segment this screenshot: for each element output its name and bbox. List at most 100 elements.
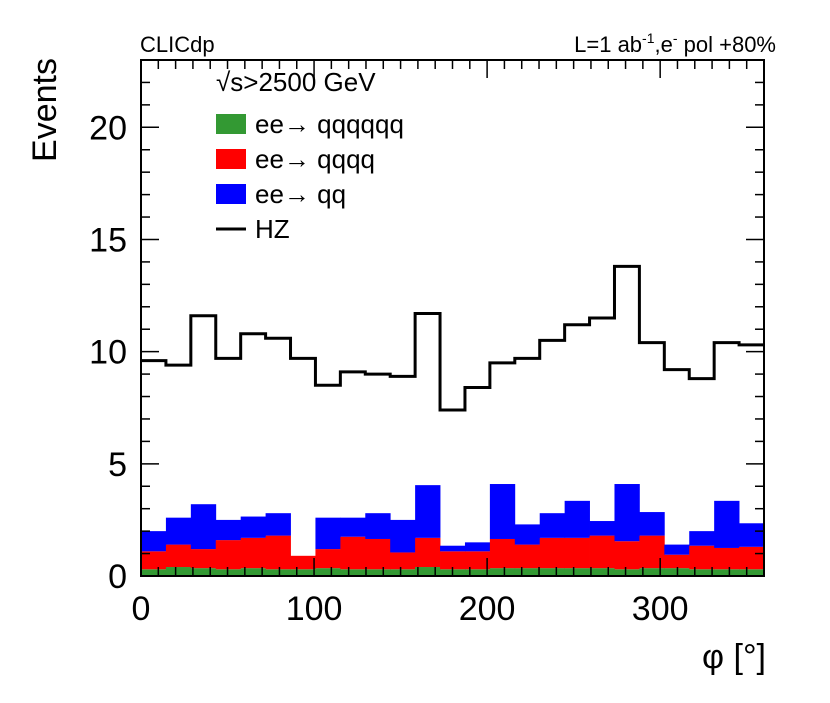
bar-1-11 (415, 537, 441, 568)
header-lumi-sup: -1 (642, 30, 655, 46)
y-tick-label-0: 0 (108, 558, 127, 596)
plot-frame (140, 59, 765, 577)
bar-1-16 (539, 537, 566, 569)
y-axis-label: Events (26, 58, 64, 162)
bar-2-21 (664, 544, 690, 555)
bar-1-0 (141, 551, 167, 570)
bar-2-3 (215, 519, 242, 541)
bar-0-0 (141, 569, 167, 576)
y-tick-label-20: 20 (89, 109, 127, 147)
legend-label-2: ee→ qq (255, 179, 346, 209)
x-tick-label-200: 200 (459, 590, 516, 628)
x-tick-label-300: 300 (632, 590, 689, 628)
bar-1-9 (365, 538, 391, 570)
bar-1-2 (190, 549, 217, 569)
y-tick-label-5: 5 (108, 446, 127, 484)
bar-0-13 (464, 569, 491, 576)
bar-0-3 (215, 569, 242, 576)
bar-1-5 (265, 535, 291, 570)
bar-2-2 (190, 504, 217, 550)
bar-2-18 (589, 521, 615, 536)
hz-step-layer (141, 264, 764, 412)
bar-1-8 (340, 536, 366, 570)
bar-2-5 (265, 513, 291, 536)
bar-0-10 (390, 569, 416, 576)
bar-2-8 (340, 517, 366, 537)
bar-1-14 (489, 538, 516, 569)
bar-0-18 (589, 568, 615, 576)
legend-swatch-1 (216, 149, 246, 169)
bar-0-16 (539, 568, 566, 576)
bar-2-17 (564, 500, 590, 538)
header-beam: ,e (655, 32, 673, 57)
bar-1-15 (514, 544, 541, 569)
header-beam-sup: - (673, 30, 678, 46)
bar-0-7 (315, 568, 341, 576)
legend-label-3: HZ (255, 214, 290, 244)
bar-2-20 (639, 512, 665, 536)
tick-labels-layer: 0 100 200 300 0 5 10 15 20 (89, 109, 688, 628)
bar-1-17 (564, 537, 590, 569)
legend-label-0: ee→ qqqqqq (255, 109, 404, 139)
bar-2-4 (240, 516, 266, 538)
labels-layer: CLICdp L=1 ab-1,e- pol +80% Events φ [°] (26, 30, 776, 676)
bar-0-15 (514, 568, 541, 576)
bar-1-23 (714, 547, 740, 570)
bar-0-5 (265, 569, 291, 576)
bar-1-24 (739, 546, 765, 570)
bar-0-24 (739, 569, 765, 576)
bar-1-1 (165, 544, 192, 568)
bar-1-4 (240, 537, 266, 569)
bar-2-9 (365, 513, 391, 539)
bar-0-1 (165, 567, 192, 576)
x-axis-label: φ [°] (702, 638, 766, 676)
bar-0-8 (340, 569, 366, 576)
bar-2-22 (689, 531, 715, 546)
bar-0-22 (689, 569, 715, 576)
bar-0-11 (415, 567, 441, 576)
bar-0-2 (190, 568, 217, 576)
bar-2-19 (614, 484, 640, 542)
bar-1-10 (390, 552, 416, 570)
bar-2-15 (514, 524, 541, 545)
bar-2-1 (165, 517, 192, 545)
bar-1-7 (315, 549, 341, 569)
bar-2-10 (390, 519, 416, 553)
x-tick-label-100: 100 (286, 590, 343, 628)
bar-0-20 (639, 568, 665, 576)
bar-2-7 (315, 517, 341, 550)
bar-2-0 (141, 531, 167, 552)
header-lumi: L=1 ab (574, 32, 642, 57)
y-tick-label-10: 10 (89, 334, 127, 372)
bar-1-12 (440, 551, 466, 570)
x-tick-label-0: 0 (132, 590, 151, 628)
bar-0-17 (564, 568, 590, 576)
legend-swatch-0 (216, 114, 246, 134)
axes-layer (140, 59, 765, 577)
bar-2-23 (714, 500, 740, 548)
legend-title: √s>2500 GeV (216, 67, 376, 97)
bar-1-19 (614, 541, 640, 570)
header-left: CLICdp (140, 32, 215, 57)
bar-2-14 (489, 484, 516, 539)
bar-1-6 (290, 555, 316, 570)
bar-1-18 (589, 535, 615, 569)
bar-0-19 (614, 569, 640, 576)
bar-1-3 (215, 540, 242, 570)
bar-1-13 (464, 551, 491, 570)
y-tick-label-15: 15 (89, 221, 127, 259)
bar-0-23 (714, 569, 740, 576)
bars-layer (141, 484, 765, 576)
header-pol: pol +80% (678, 32, 776, 57)
bar-0-4 (240, 568, 266, 576)
bar-1-20 (639, 535, 665, 569)
bar-0-14 (489, 568, 516, 576)
bar-2-24 (739, 523, 765, 547)
legend-label-1: ee→ qqqq (255, 144, 375, 174)
bar-2-13 (464, 542, 491, 552)
bar-2-11 (415, 485, 441, 538)
bar-0-9 (365, 569, 391, 576)
legend: √s>2500 GeV ee→ qqqqqq ee→ qqqq ee→ qq HZ (216, 67, 404, 244)
bar-2-12 (440, 545, 466, 552)
bar-1-22 (689, 545, 715, 570)
